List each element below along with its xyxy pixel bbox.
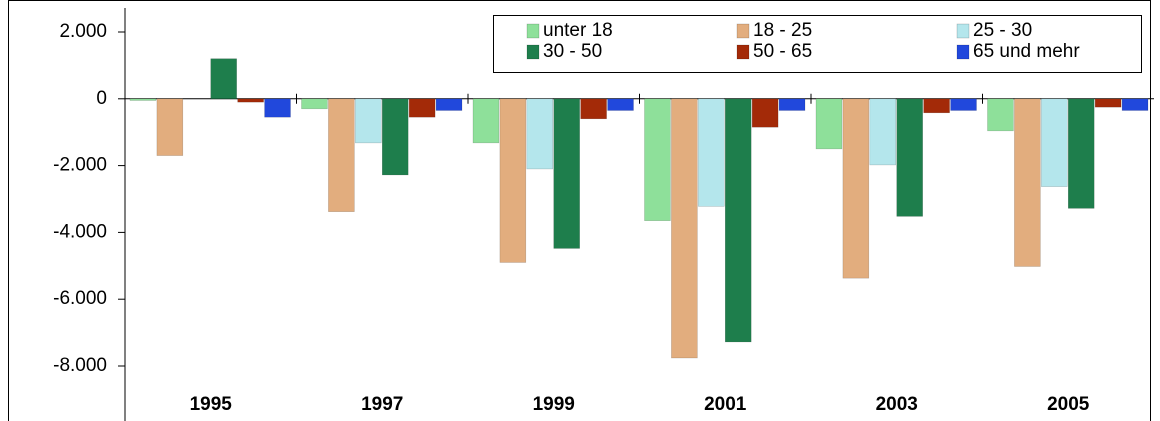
bar <box>607 98 634 111</box>
x-tick-label: 1995 <box>190 394 233 415</box>
bar <box>644 98 671 221</box>
legend-label: 65 und mehr <box>973 41 1080 62</box>
legend-label: 25 - 30 <box>973 20 1032 41</box>
bar <box>301 98 328 110</box>
bar <box>950 98 977 111</box>
bar <box>1041 98 1068 187</box>
bar <box>896 98 923 217</box>
x-tick-label: 2003 <box>876 394 918 415</box>
y-tick-label: -6.000 <box>53 288 107 309</box>
bar <box>1121 98 1149 111</box>
bar <box>355 98 382 144</box>
bar <box>499 98 527 263</box>
bar <box>156 98 184 156</box>
bar <box>869 98 896 166</box>
y-tick-label: 0 <box>96 88 107 109</box>
bar <box>526 98 553 170</box>
chart-frame <box>8 0 1151 421</box>
bar <box>1068 98 1095 209</box>
bar <box>264 98 291 118</box>
bar <box>1094 98 1122 108</box>
legend-label: 50 - 65 <box>753 41 812 62</box>
legend-label: 30 - 50 <box>543 41 602 62</box>
legend-swatch <box>736 23 750 39</box>
bar <box>129 98 157 101</box>
legend-swatch <box>956 44 970 60</box>
bar <box>382 98 409 176</box>
legend-box <box>493 15 1142 73</box>
bar <box>328 98 355 212</box>
legend-label: unter 18 <box>543 20 613 41</box>
bar <box>815 98 843 150</box>
y-tick-label: 2.000 <box>59 21 107 42</box>
legend-label: 18 - 25 <box>753 20 812 41</box>
bar <box>210 58 237 100</box>
legend-swatch <box>956 23 970 39</box>
bar <box>725 98 752 343</box>
bar <box>408 98 436 118</box>
bar <box>671 98 698 359</box>
bar <box>698 98 725 207</box>
bar <box>842 98 870 279</box>
y-tick-label: -4.000 <box>53 221 107 242</box>
bar <box>778 98 806 111</box>
x-tick-label: 1997 <box>361 394 403 415</box>
bar <box>553 98 580 249</box>
x-tick-label: 2005 <box>1047 394 1090 415</box>
legend-swatch <box>736 44 750 60</box>
y-tick-label: -8.000 <box>53 355 107 376</box>
bar <box>987 98 1014 132</box>
bar <box>435 98 463 111</box>
legend-swatch <box>526 44 540 60</box>
bar <box>751 98 779 128</box>
legend-swatch <box>526 23 540 39</box>
bar <box>923 98 950 114</box>
y-tick-label: -2.000 <box>53 155 107 176</box>
x-tick-label: 2001 <box>704 394 747 415</box>
bar <box>472 98 500 144</box>
bar <box>237 98 264 103</box>
bar <box>1014 98 1041 267</box>
x-tick-label: 1999 <box>533 394 575 415</box>
bar <box>580 98 607 120</box>
